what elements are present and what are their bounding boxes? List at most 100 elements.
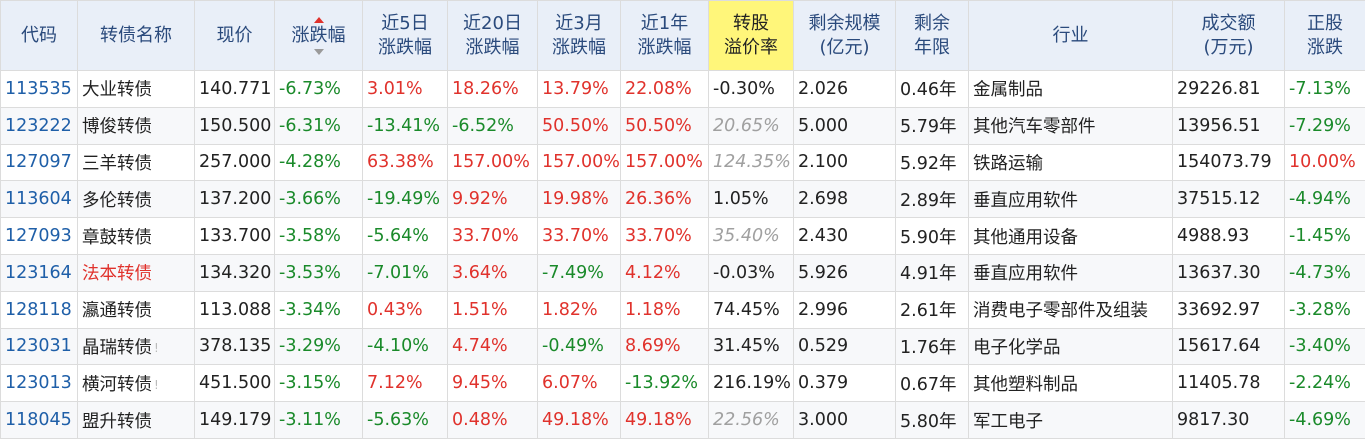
bond-code[interactable]: 113535 bbox=[0, 70, 78, 108]
col-header-volume[interactable]: 成交额 (万元) bbox=[1172, 0, 1285, 71]
volume-cell: 4988.93 bbox=[1172, 217, 1285, 255]
change-cell: -6.31% bbox=[274, 106, 363, 145]
change-cell-text: -3.34% bbox=[279, 299, 341, 320]
price-cell-text: 150.500 bbox=[199, 115, 272, 136]
bond-name[interactable]: 三羊转债 bbox=[77, 143, 195, 182]
table-row[interactable]: 123013 横河转债! 451.500 -3.15% 7.12% 9.45% 6.07% -… bbox=[0, 364, 1365, 403]
change-20d-cell: 18.26% bbox=[447, 70, 538, 108]
volume-cell: 15617.64 bbox=[1172, 327, 1285, 366]
change-1y-cell-text: 8.69% bbox=[625, 336, 681, 357]
premium-cell: 1.05% bbox=[708, 180, 794, 219]
bond-code[interactable]: 128118 bbox=[0, 290, 78, 329]
bond-name[interactable]: 瀛通转债 bbox=[77, 290, 195, 329]
bond-code-text: 118045 bbox=[5, 410, 72, 431]
bond-code[interactable]: 123164 bbox=[0, 253, 78, 292]
col-header-premium[interactable]: 转股 溢价率 bbox=[708, 0, 794, 71]
change-20d-cell-text: 157.00% bbox=[452, 152, 530, 173]
change-cell: -3.66% bbox=[274, 180, 363, 219]
bond-name[interactable]: 晶瑞转债! bbox=[77, 327, 195, 366]
col-header-3m[interactable]: 近3月 涨跌幅 bbox=[537, 0, 621, 71]
bond-name[interactable]: 大业转债 bbox=[77, 70, 195, 108]
volume-cell-text: 11405.78 bbox=[1177, 373, 1261, 394]
years-cell-text: 4.91年 bbox=[900, 264, 957, 285]
bond-name[interactable]: 章鼓转债 bbox=[77, 217, 195, 255]
bond-code[interactable]: 113604 bbox=[0, 180, 78, 219]
change-3m-cell: 50.50% bbox=[537, 106, 621, 145]
col-header-5d[interactable]: 近5日 涨跌幅 bbox=[362, 0, 448, 71]
table-row[interactable]: 118045 盟升转债 149.179 -3.11% -5.63% 0.48% 49.18%… bbox=[0, 401, 1365, 439]
premium-cell-text: 22.56% bbox=[713, 410, 780, 431]
price-cell: 137.200 bbox=[194, 180, 275, 219]
col-header-scale[interactable]: 剩余规模 (亿元) bbox=[793, 0, 896, 71]
premium-cell: 22.56% bbox=[708, 401, 794, 439]
col-header-20d[interactable]: 近20日 涨跌幅 bbox=[447, 0, 538, 71]
scale-cell: 5.926 bbox=[793, 253, 896, 292]
change-3m-cell-text: 157.00% bbox=[542, 152, 620, 173]
change-1y-cell: 33.70% bbox=[620, 217, 709, 255]
change-5d-cell: 63.38% bbox=[362, 143, 448, 182]
bond-name[interactable]: 盟升转债 bbox=[77, 401, 195, 439]
table-row[interactable]: 113535 大业转债 140.771 -6.73% 3.01% 18.26% 13.79%… bbox=[0, 70, 1365, 108]
bond-code[interactable]: 127097 bbox=[0, 143, 78, 182]
col-header-name[interactable]: 转债名称 bbox=[77, 0, 195, 71]
volume-cell: 9817.30 bbox=[1172, 401, 1285, 439]
volume-cell-text: 33692.97 bbox=[1177, 299, 1261, 320]
change-cell: -6.73% bbox=[274, 70, 363, 108]
change-20d-cell: 4.74% bbox=[447, 327, 538, 366]
table-row[interactable]: 127093 章鼓转债 133.700 -3.58% -5.64% 33.70% 33.70… bbox=[0, 217, 1365, 255]
industry-cell-text: 其他塑料制品 bbox=[973, 374, 1078, 395]
col-header-change[interactable]: 涨跌幅 bbox=[274, 0, 363, 71]
table-row[interactable]: 123164 法本转债 134.320 -3.53% -7.01% 3.64% -7.49%… bbox=[0, 253, 1365, 292]
industry-cell: 铁路运输 bbox=[968, 143, 1173, 182]
bond-code[interactable]: 127093 bbox=[0, 217, 78, 255]
change-1y-cell-text: -13.92% bbox=[625, 373, 699, 394]
bond-code[interactable]: 123013 bbox=[0, 364, 78, 403]
change-5d-cell-text: 0.43% bbox=[367, 299, 423, 320]
premium-cell-text: -0.03% bbox=[713, 262, 775, 283]
bond-name[interactable]: 博俊转债 bbox=[77, 106, 195, 145]
bond-code[interactable]: 118045 bbox=[0, 401, 78, 439]
table-row[interactable]: 123031 晶瑞转债! 378.135 -3.29% -4.10% 4.74% -0.49… bbox=[0, 327, 1365, 366]
bond-name[interactable]: 多伦转债 bbox=[77, 180, 195, 219]
bond-code[interactable]: 123031 bbox=[0, 327, 78, 366]
col-header-years[interactable]: 剩余 年限 bbox=[895, 0, 969, 71]
industry-cell: 电子化学品 bbox=[968, 327, 1173, 366]
col-header-stock[interactable]: 正股 涨跌 bbox=[1284, 0, 1365, 71]
industry-cell-text: 垂直应用软件 bbox=[973, 264, 1078, 285]
change-5d-cell: -19.49% bbox=[362, 180, 448, 219]
col-header-industry[interactable]: 行业 bbox=[968, 0, 1173, 71]
volume-cell: 154073.79 bbox=[1172, 143, 1285, 182]
col-header-price[interactable]: 现价 bbox=[194, 0, 275, 71]
bond-code[interactable]: 123222 bbox=[0, 106, 78, 145]
price-cell: 257.000 bbox=[194, 143, 275, 182]
years-cell: 2.89年 bbox=[895, 180, 969, 219]
change-5d-cell: -5.63% bbox=[362, 401, 448, 439]
change-cell-text: -3.53% bbox=[279, 262, 341, 283]
change-3m-cell: 1.82% bbox=[537, 290, 621, 329]
change-3m-cell: 13.79% bbox=[537, 70, 621, 108]
change-cell: -3.15% bbox=[274, 364, 363, 403]
scale-cell: 0.379 bbox=[793, 364, 896, 403]
scale-cell: 0.529 bbox=[793, 327, 896, 366]
industry-cell-text: 其他汽车零部件 bbox=[973, 117, 1096, 138]
change-5d-cell-text: -5.63% bbox=[367, 410, 429, 431]
premium-cell-text: 31.45% bbox=[713, 336, 780, 357]
col-header-1y[interactable]: 近1年 涨跌幅 bbox=[620, 0, 709, 71]
bond-name[interactable]: 法本转债 bbox=[77, 253, 195, 292]
price-cell: 134.320 bbox=[194, 253, 275, 292]
years-cell: 5.92年 bbox=[895, 143, 969, 182]
table-row[interactable]: 127097 三羊转债 257.000 -4.28% 63.38% 157.00% 157.… bbox=[0, 143, 1365, 182]
change-5d-cell: 3.01% bbox=[362, 70, 448, 108]
table-row[interactable]: 128118 瀛通转债 113.088 -3.34% 0.43% 1.51% 1.82% 1.… bbox=[0, 290, 1365, 329]
bond-name[interactable]: 横河转债! bbox=[77, 364, 195, 403]
industry-cell-text: 军工电子 bbox=[973, 411, 1043, 432]
industry-cell: 其他通用设备 bbox=[968, 217, 1173, 255]
price-cell-text: 257.000 bbox=[199, 152, 272, 173]
price-cell-text: 134.320 bbox=[199, 262, 272, 283]
industry-cell: 其他汽车零部件 bbox=[968, 106, 1173, 145]
table-row[interactable]: 113604 多伦转债 137.200 -3.66% -19.49% 9.92% 19.98… bbox=[0, 180, 1365, 219]
table-row[interactable]: 123222 博俊转债 150.500 -6.31% -13.41% -6.52% 50.5… bbox=[0, 106, 1365, 145]
col-header-volume-line1: 成交额 bbox=[1201, 12, 1256, 34]
scale-cell-text: 5.926 bbox=[798, 262, 849, 283]
col-header-code[interactable]: 代码 bbox=[0, 0, 78, 71]
